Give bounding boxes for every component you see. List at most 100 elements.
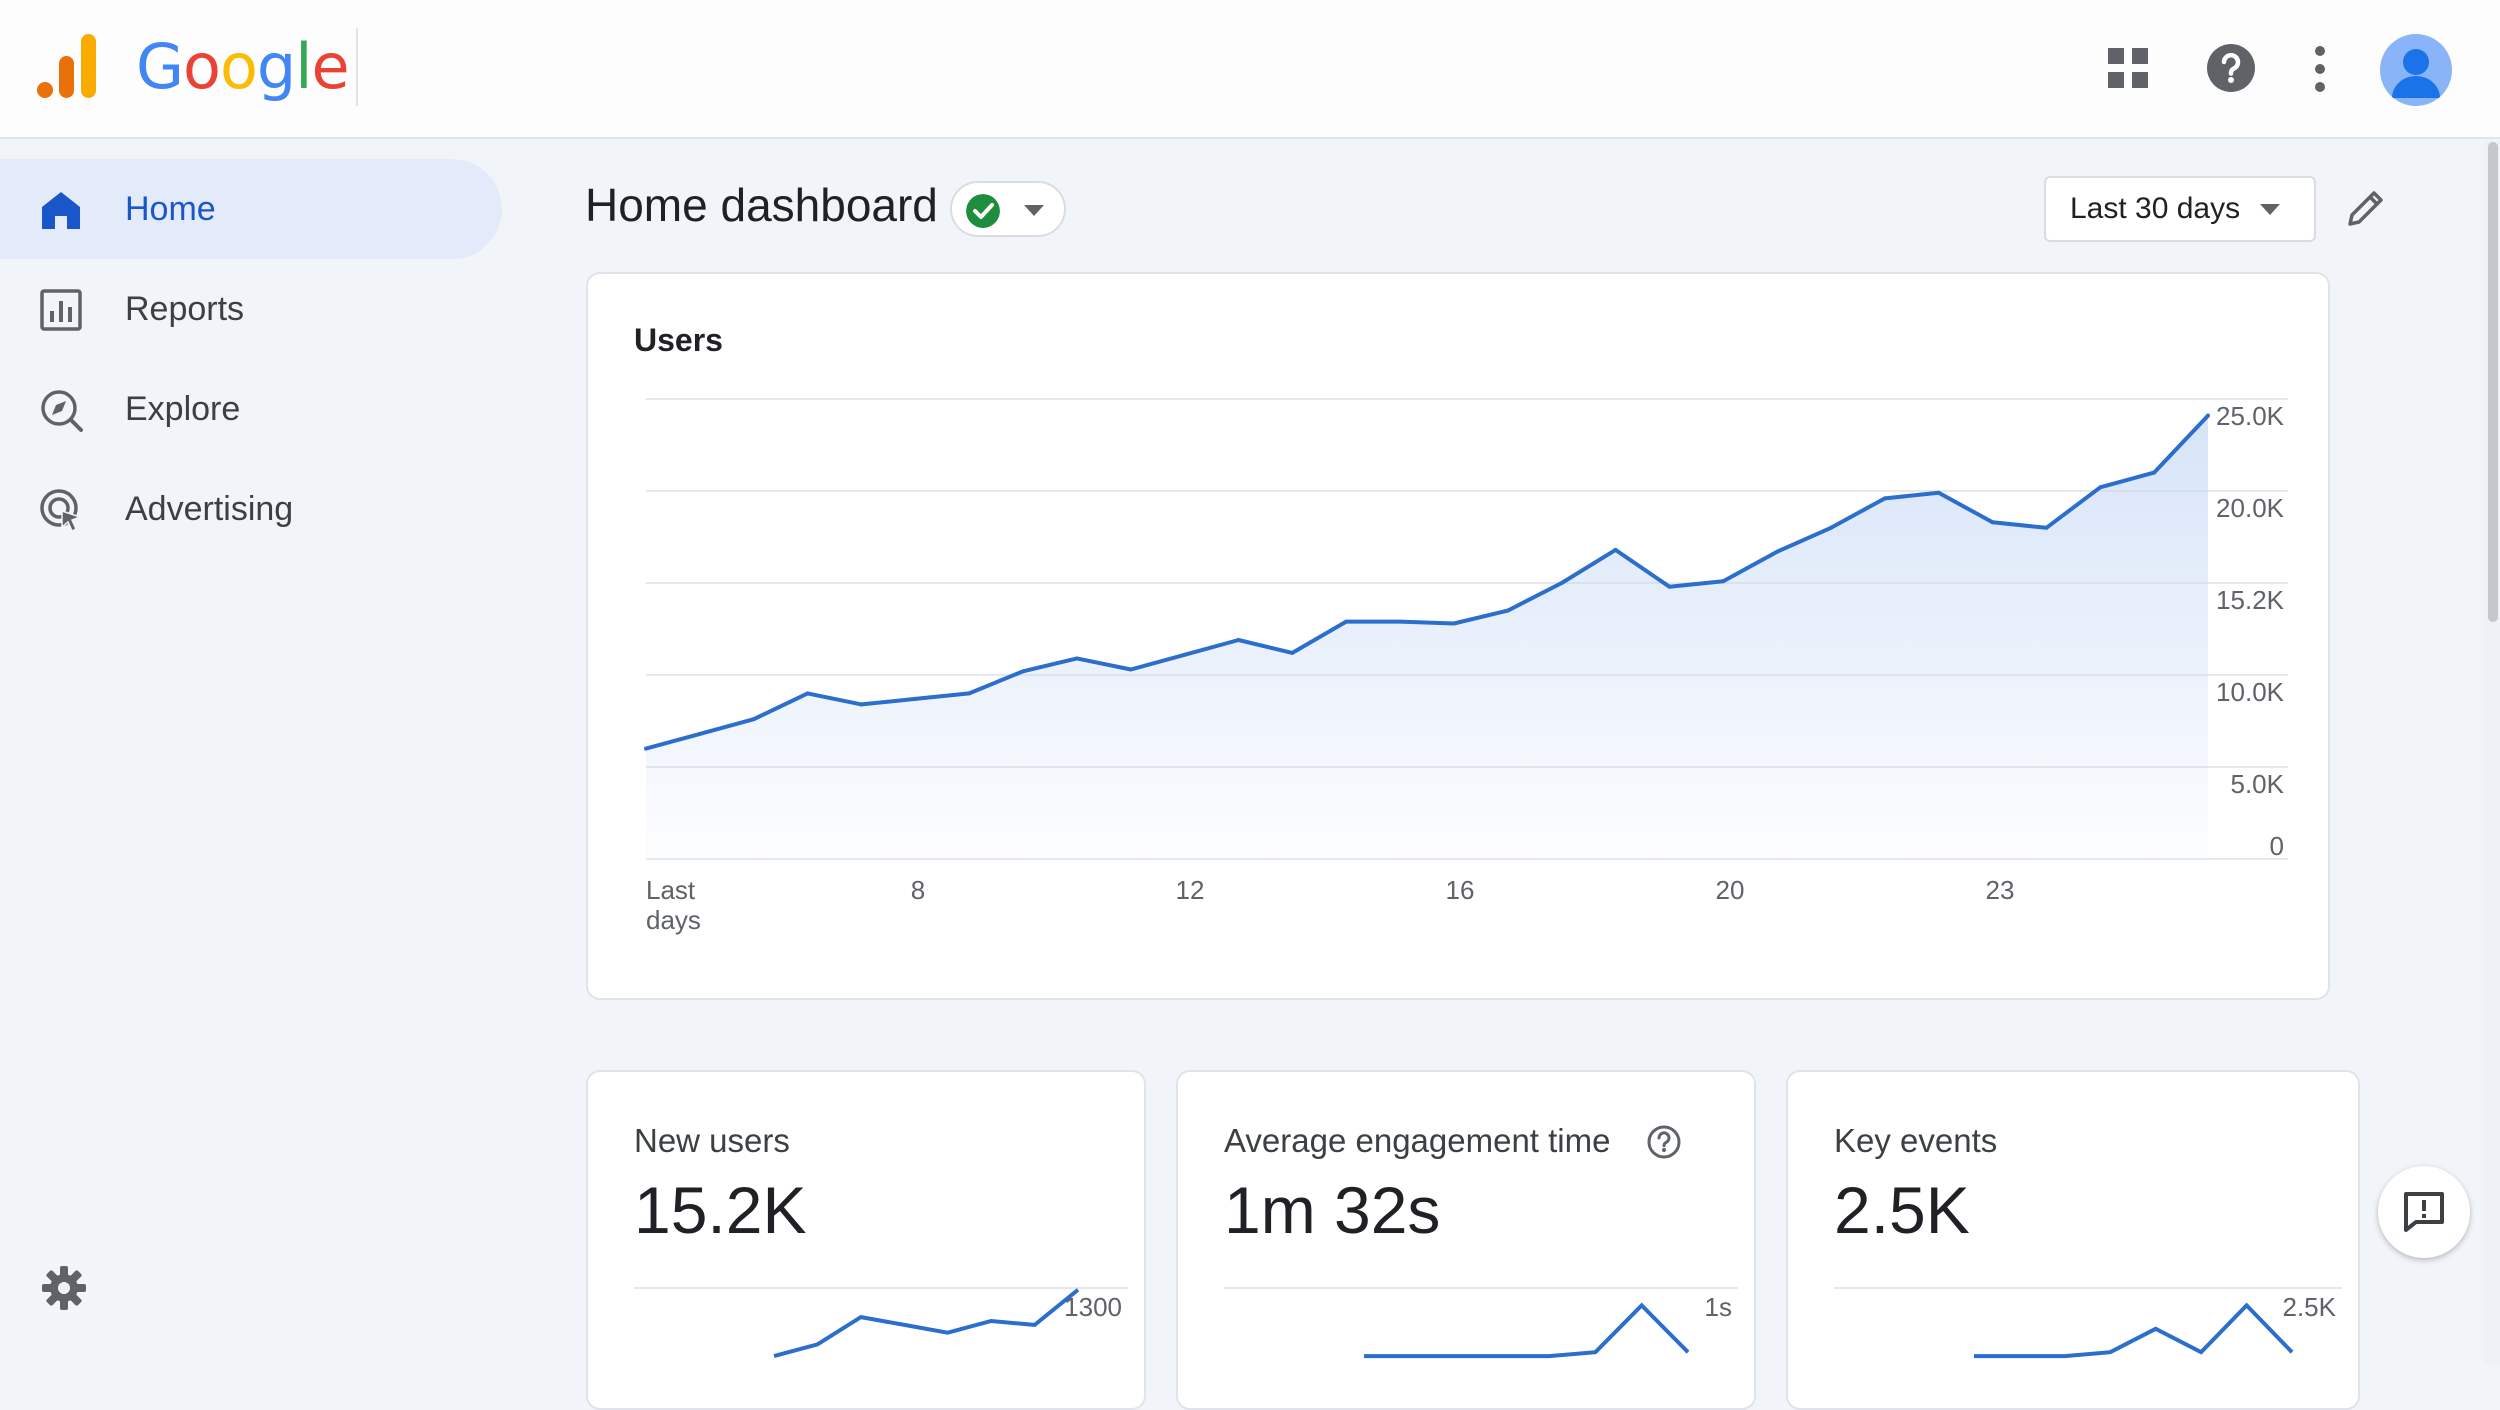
data-point bbox=[751, 717, 756, 722]
sparkline: 1300 bbox=[634, 1287, 1128, 1359]
status-dropdown[interactable] bbox=[950, 181, 1066, 237]
metric-card-key-events[interactable]: Key events 2.5K 2.5K bbox=[1786, 1070, 2360, 1410]
axis-max-label: 2.5K bbox=[2283, 1292, 2337, 1322]
x-tick-label: 20 bbox=[1716, 875, 1745, 905]
y-tick-label: 0 bbox=[2270, 831, 2284, 861]
metric-label: Key events bbox=[1834, 1122, 1998, 1159]
x-tick-label: 8 bbox=[911, 875, 925, 905]
y-tick-label: 15.2K bbox=[2216, 585, 2285, 615]
home-icon bbox=[42, 192, 80, 229]
x-tick-label: 23 bbox=[1986, 875, 2015, 905]
data-point bbox=[1882, 496, 1887, 501]
axis-max-label: 1s bbox=[1705, 1292, 1732, 1322]
data-point bbox=[697, 731, 702, 736]
metric-value: 2.5K bbox=[1834, 1173, 1970, 1247]
data-point bbox=[1936, 490, 1941, 495]
metric-card-engagement-time[interactable]: Average engagement time 1m 32s 1s bbox=[1176, 1070, 1756, 1410]
data-point bbox=[1828, 525, 1833, 530]
data-point bbox=[1613, 547, 1618, 552]
sidebar-item-explore[interactable]: Explore bbox=[0, 359, 502, 459]
data-point bbox=[2206, 413, 2210, 418]
data-point bbox=[805, 691, 810, 696]
reports-icon bbox=[40, 289, 82, 331]
sidebar-item-label: Explore bbox=[125, 389, 241, 428]
data-point bbox=[2152, 470, 2157, 475]
data-point bbox=[1074, 656, 1079, 661]
sidebar-item-reports[interactable]: Reports bbox=[0, 259, 502, 359]
sparkline: 1s bbox=[1224, 1287, 1738, 1359]
feedback-button[interactable] bbox=[2378, 1166, 2470, 1258]
x-tick-label: 16 bbox=[1446, 875, 1475, 905]
users-chart-card: Users 0 5.0K 10.0K 15.2K 20.0K 25.0K Last days 8… bbox=[586, 272, 2330, 1000]
data-point bbox=[644, 746, 648, 751]
data-point bbox=[1559, 581, 1564, 585]
sidebar-item-home[interactable]: Home bbox=[0, 159, 502, 259]
scrollbar-thumb[interactable] bbox=[2488, 142, 2498, 622]
data-point bbox=[913, 696, 918, 701]
data-point bbox=[1182, 652, 1187, 657]
sparkline-path bbox=[1364, 1302, 1690, 1359]
data-point bbox=[2044, 525, 2049, 530]
data-point bbox=[1290, 650, 1295, 655]
sidebar-item-label: Reports bbox=[125, 289, 245, 328]
data-point bbox=[1451, 621, 1456, 626]
y-tick-label: 20.0K bbox=[2216, 493, 2285, 523]
axis-max-label: 1300 bbox=[1064, 1292, 1122, 1322]
sparkline-path bbox=[1974, 1302, 2294, 1359]
sidebar-item-label: Home bbox=[125, 189, 216, 228]
date-range-dropdown[interactable]: Last 30 days bbox=[2044, 176, 2316, 242]
date-range-label: Last 30 days bbox=[2070, 192, 2241, 225]
sidebar: Home Reports Explore Advertising bbox=[0, 141, 540, 1364]
more-vert-icon[interactable] bbox=[2310, 45, 2330, 93]
top-app-bar: Google bbox=[0, 0, 2500, 139]
check-icon bbox=[966, 194, 1000, 228]
header-divider bbox=[356, 28, 358, 106]
data-point bbox=[1344, 619, 1349, 624]
metric-value: 1m 32s bbox=[1224, 1173, 1441, 1247]
data-point bbox=[1128, 667, 1133, 672]
metric-label: New users bbox=[634, 1122, 790, 1159]
sidebar-item-advertising[interactable]: Advertising bbox=[0, 459, 502, 559]
account-avatar[interactable] bbox=[2380, 34, 2452, 106]
data-point bbox=[859, 702, 864, 707]
series-line bbox=[645, 414, 2210, 751]
chevron-down-icon bbox=[1024, 205, 1044, 216]
advertising-icon bbox=[40, 489, 83, 533]
data-point bbox=[1236, 638, 1241, 643]
y-tick-label: 10.0K bbox=[2216, 677, 2285, 707]
google-wordmark: Google bbox=[136, 30, 350, 103]
sidebar-item-label: Advertising bbox=[125, 489, 294, 528]
data-point bbox=[1505, 608, 1510, 613]
x-tick-label: 12 bbox=[1176, 875, 1205, 905]
help-icon[interactable] bbox=[2206, 43, 2256, 93]
series-area bbox=[646, 415, 2208, 859]
analytics-logo-icon[interactable] bbox=[36, 32, 98, 100]
users-line-chart[interactable]: 0 5.0K 10.0K 15.2K 20.0K 25.0K Last days 8 12 16 20… bbox=[588, 274, 2332, 1002]
chevron-down-icon bbox=[2260, 204, 2280, 215]
chart-title: Users bbox=[634, 322, 723, 358]
data-point bbox=[1775, 549, 1780, 554]
sparkline: 2.5K bbox=[1834, 1287, 2342, 1359]
metric-card-new-users[interactable]: New users 15.2K 1300 bbox=[586, 1070, 1146, 1410]
page-title: Home dashboard bbox=[585, 179, 938, 231]
metric-label: Average engagement time bbox=[1224, 1122, 1611, 1159]
data-point bbox=[1667, 584, 1672, 589]
explore-icon bbox=[41, 390, 83, 432]
y-tick-label: 5.0K bbox=[2231, 769, 2285, 799]
data-point bbox=[1021, 669, 1026, 674]
apps-icon[interactable] bbox=[2108, 48, 2148, 88]
info-icon[interactable] bbox=[1646, 1124, 1682, 1160]
sparkline-path bbox=[773, 1288, 1080, 1359]
y-tick-label: 25.0K bbox=[2216, 401, 2285, 431]
feedback-icon bbox=[2404, 1192, 2444, 1232]
data-point bbox=[2098, 485, 2103, 490]
data-point bbox=[1990, 520, 1995, 525]
data-point bbox=[967, 691, 972, 696]
gear-icon[interactable] bbox=[40, 1264, 88, 1312]
metric-value: 15.2K bbox=[634, 1173, 807, 1247]
data-point bbox=[1721, 579, 1726, 584]
x-tick-label: Last days bbox=[646, 875, 701, 935]
person-icon bbox=[2392, 49, 2440, 98]
data-point bbox=[1398, 619, 1403, 624]
pencil-icon[interactable] bbox=[2344, 186, 2388, 230]
